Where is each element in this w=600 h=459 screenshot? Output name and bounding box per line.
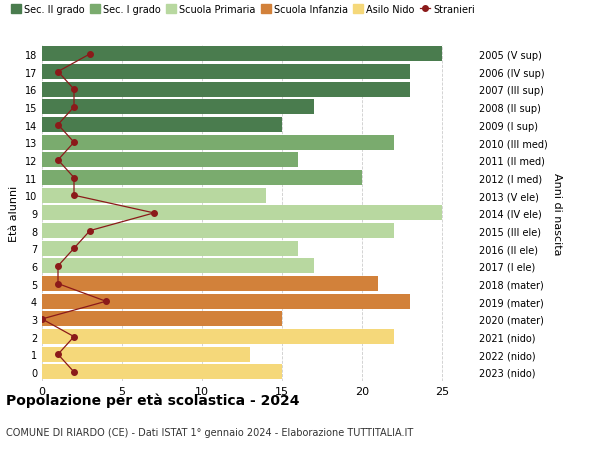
Bar xyxy=(42,118,282,133)
Bar xyxy=(42,206,442,221)
Bar xyxy=(42,224,394,239)
Bar xyxy=(42,153,298,168)
Bar xyxy=(42,294,410,309)
Text: COMUNE DI RIARDO (CE) - Dati ISTAT 1° gennaio 2024 - Elaborazione TUTTITALIA.IT: COMUNE DI RIARDO (CE) - Dati ISTAT 1° ge… xyxy=(6,427,413,437)
Bar xyxy=(42,171,362,185)
Bar xyxy=(42,259,314,274)
Bar xyxy=(42,241,298,256)
Text: Popolazione per età scolastica - 2024: Popolazione per età scolastica - 2024 xyxy=(6,392,299,407)
Y-axis label: Anni di nascita: Anni di nascita xyxy=(551,172,562,255)
Bar xyxy=(42,330,394,344)
Bar xyxy=(42,364,282,380)
Y-axis label: Età alunni: Età alunni xyxy=(9,185,19,241)
Bar xyxy=(42,47,442,62)
Legend: Sec. II grado, Sec. I grado, Scuola Primaria, Scuola Infanzia, Asilo Nido, Stran: Sec. II grado, Sec. I grado, Scuola Prim… xyxy=(11,5,475,15)
Bar xyxy=(42,347,250,362)
Bar xyxy=(42,100,314,115)
Bar xyxy=(42,135,394,151)
Bar xyxy=(42,276,378,291)
Bar xyxy=(42,188,266,203)
Bar xyxy=(42,83,410,97)
Bar xyxy=(42,65,410,80)
Bar xyxy=(42,312,282,327)
